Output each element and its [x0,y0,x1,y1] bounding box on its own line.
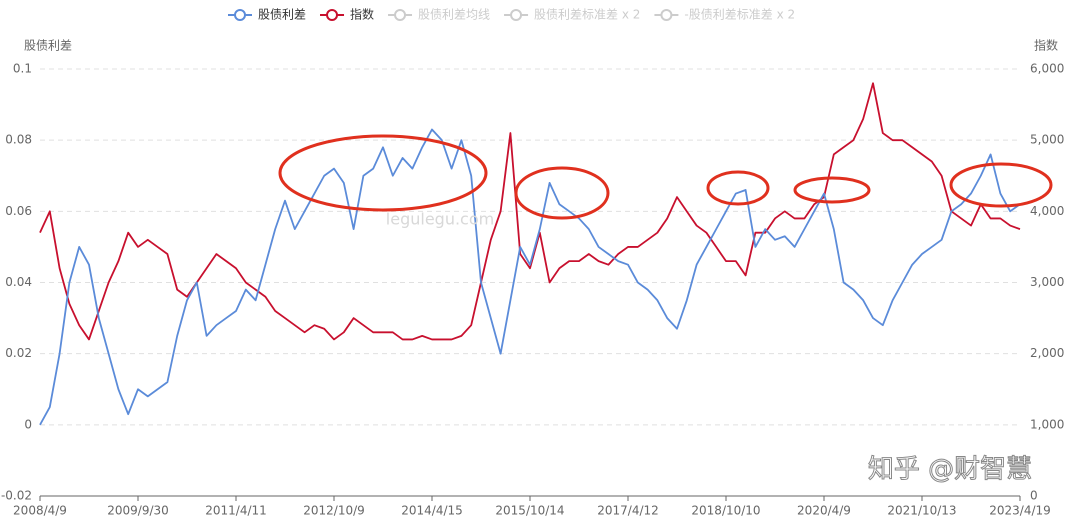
legend-icon [510,9,523,21]
y2-tick-label: 2,000 [1030,346,1064,360]
y-tick-label: 0.04 [5,275,32,289]
x-tick-label: 2009/9/30 [107,504,169,518]
x-tick-label: 2012/10/9 [303,504,365,518]
annotation-ellipses [278,134,1053,220]
legend-label[interactable]: -股债利差标准差 x 2 [684,8,795,22]
x-tick-label: 2017/4/12 [597,504,659,518]
y-axis-name: 股债利差 [24,39,72,53]
y-tick-label: 0 [24,417,32,431]
ellipse [278,134,488,212]
x-tick-label: 2008/4/9 [13,504,67,518]
legend-icon [660,9,673,21]
x-tick-label: 2014/4/15 [401,504,463,518]
watermark: legulegu.com [386,210,494,229]
legend-icon [394,9,407,21]
x-tick-label: 2023/4/19 [989,504,1051,518]
ellipse [514,166,610,220]
legend: 股债利差 指数 股债利差均线 股债利差标准差 x 2 -股债利差标准差 x 2 [228,7,795,22]
y2-tick-label: 3,000 [1030,275,1064,289]
y2-tick-label: 0 [1030,489,1038,503]
y2-tick-label: 5,000 [1030,133,1064,147]
ellipse [793,176,871,204]
y-tick-label: 0.08 [5,133,32,147]
plot: -0.02 0 0.02 0.04 0.06 0.08 0.1 0 1,000 2,000 3,00… [1,7,1064,518]
legend-label[interactable]: 股债利差 [258,8,306,22]
x-tick-label: 2020/4/9 [797,504,851,518]
x-tick-label: 2011/4/11 [205,504,267,518]
y2-axis-name: 指数 [1034,38,1058,53]
series-line [39,128,1021,426]
watermark: 知乎 @财智慧 [868,455,1032,485]
legend-icon [234,9,246,21]
legend-label[interactable]: 股债利差均线 [418,8,490,22]
y-tick-label: -0.02 [1,489,32,503]
legend-label[interactable]: 股债利差标准差 x 2 [534,8,640,22]
y-tick-label: 0.02 [5,346,32,360]
y2-tick-label: 1,000 [1030,417,1064,431]
x-tick-label: 2018/10/10 [691,504,760,518]
ellipse [706,170,770,206]
legend-label[interactable]: 指数 [350,7,374,22]
series-line [39,82,1021,341]
y-tick-label: 0.1 [13,62,32,76]
y2-tick-label: 4,000 [1030,204,1064,218]
ellipse [949,162,1053,208]
y2-tick-label: 6,000 [1030,62,1064,76]
x-tick-label: 2021/10/13 [887,504,956,518]
legend-icon [326,9,339,21]
y-tick-label: 0.06 [5,204,32,218]
x-tick-label: 2015/10/14 [495,504,564,518]
